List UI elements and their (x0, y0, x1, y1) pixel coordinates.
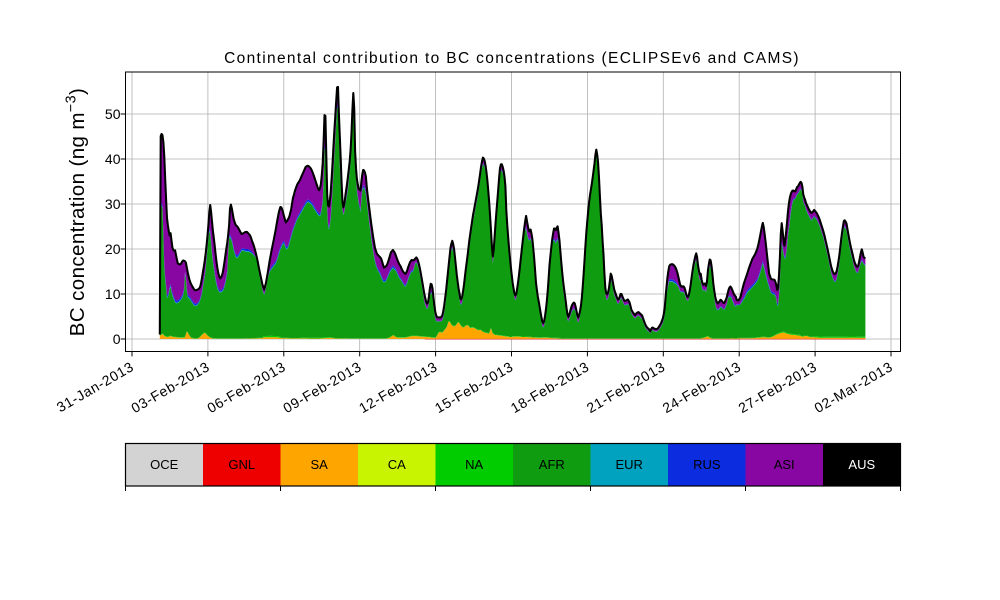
svg-text:AFR: AFR (539, 457, 565, 472)
svg-text:OCE: OCE (150, 457, 179, 472)
svg-text:ASI: ASI (774, 457, 795, 472)
svg-text:50: 50 (105, 106, 121, 122)
svg-text:0: 0 (113, 331, 121, 347)
svg-text:BC concentration (ng m−3): BC concentration (ng m−3) (63, 88, 89, 337)
svg-text:10: 10 (105, 286, 121, 302)
svg-text:20: 20 (105, 241, 121, 257)
svg-text:SA: SA (311, 457, 329, 472)
svg-text:NA: NA (465, 457, 483, 472)
svg-text:40: 40 (105, 151, 121, 167)
svg-text:RUS: RUS (693, 457, 721, 472)
svg-text:CA: CA (388, 457, 406, 472)
svg-text:EUR: EUR (615, 457, 642, 472)
svg-text:30: 30 (105, 196, 121, 212)
svg-text:AUS: AUS (848, 457, 875, 472)
svg-text:Continental contribution to BC: Continental contribution to BC concentra… (224, 50, 800, 67)
svg-text:GNL: GNL (228, 457, 255, 472)
